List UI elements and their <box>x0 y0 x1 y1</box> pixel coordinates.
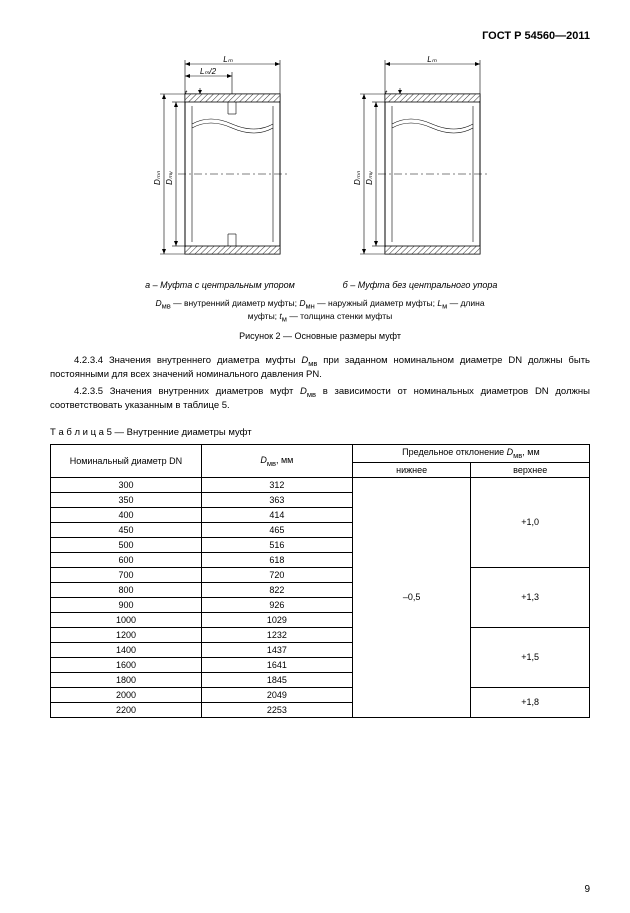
coupling-a-drawing: Lₘ Lₘ/2 tₘ <box>140 54 300 274</box>
cell-upper: +1,3 <box>471 567 590 627</box>
th-dev: Предельное отклонение Dмв, мм <box>352 445 589 463</box>
svg-text:Dₘₙ: Dₘₙ <box>353 170 362 185</box>
cell-dmv: 1641 <box>201 657 352 672</box>
cell-dmv: 312 <box>201 477 352 492</box>
cell-dmv: 1029 <box>201 612 352 627</box>
svg-text:Dₘᵥ: Dₘᵥ <box>365 171 374 185</box>
coupling-b-drawing: Lₘ tₘ <box>340 54 500 274</box>
figures-row: Lₘ Lₘ/2 tₘ <box>50 54 590 290</box>
cell-dn: 1600 <box>51 657 202 672</box>
cell-upper: +1,0 <box>471 477 590 567</box>
cell-dn: 300 <box>51 477 202 492</box>
figure-legend: Dмв — внутренний диаметр муфты; Dмн — на… <box>50 298 590 323</box>
cell-dmv: 1845 <box>201 672 352 687</box>
svg-text:Dₘᵥ: Dₘᵥ <box>165 171 174 185</box>
table-row: 300312–0,5+1,0 <box>51 477 590 492</box>
cell-dn: 1800 <box>51 672 202 687</box>
doc-header: ГОСТ Р 54560—2011 <box>50 30 590 42</box>
th-dmv: Dмв, мм <box>201 445 352 478</box>
cell-upper: +1,8 <box>471 687 590 717</box>
table-5: Номинальный диаметр DN Dмв, мм Предельно… <box>50 444 590 718</box>
cell-dn: 350 <box>51 492 202 507</box>
figure-title: Рисунок 2 — Основные размеры муфт <box>50 331 590 341</box>
cell-dn: 1200 <box>51 627 202 642</box>
table-5-title: Т а б л и ц а 5 — Внутренние диаметры му… <box>50 427 590 438</box>
table-row: 700720+1,3 <box>51 567 590 582</box>
cell-dn: 1000 <box>51 612 202 627</box>
cell-dmv: 2253 <box>201 702 352 717</box>
figure-a: Lₘ Lₘ/2 tₘ <box>140 54 300 290</box>
cell-dn: 1400 <box>51 642 202 657</box>
cell-dmv: 516 <box>201 537 352 552</box>
th-upper: верхнее <box>471 462 590 477</box>
table-row: 12001232+1,5 <box>51 627 590 642</box>
figure-a-caption: а – Муфта с центральным упором <box>145 280 295 290</box>
cell-dn: 2200 <box>51 702 202 717</box>
cell-dn: 900 <box>51 597 202 612</box>
svg-text:Lₘ/2: Lₘ/2 <box>200 67 217 76</box>
table-row: 20002049+1,8 <box>51 687 590 702</box>
cell-dn: 700 <box>51 567 202 582</box>
svg-text:Dₘₙ: Dₘₙ <box>153 170 162 185</box>
cell-dmv: 465 <box>201 522 352 537</box>
svg-text:Lₘ: Lₘ <box>427 55 436 64</box>
th-lower: нижнее <box>352 462 471 477</box>
cell-dn: 450 <box>51 522 202 537</box>
cell-dmv: 363 <box>201 492 352 507</box>
th-dn: Номинальный диаметр DN <box>51 445 202 478</box>
cell-lower: –0,5 <box>352 477 471 717</box>
cell-dmv: 414 <box>201 507 352 522</box>
cell-dmv: 1437 <box>201 642 352 657</box>
cell-dmv: 926 <box>201 597 352 612</box>
page: ГОСТ Р 54560—2011 Lₘ <box>0 0 630 913</box>
cell-dn: 800 <box>51 582 202 597</box>
figure-b-caption: б – Муфта без центрального упора <box>343 280 498 290</box>
svg-text:Lₘ: Lₘ <box>223 55 232 64</box>
cell-dmv: 822 <box>201 582 352 597</box>
para-4235: 4.2.3.5 Значения внутренних диаметров му… <box>50 386 590 413</box>
cell-dmv: 618 <box>201 552 352 567</box>
page-number: 9 <box>584 884 590 895</box>
cell-dmv: 1232 <box>201 627 352 642</box>
cell-dn: 600 <box>51 552 202 567</box>
cell-dmv: 2049 <box>201 687 352 702</box>
cell-dmv: 720 <box>201 567 352 582</box>
cell-dn: 500 <box>51 537 202 552</box>
para-4234: 4.2.3.4 Значения внутреннего диаметра му… <box>50 355 590 382</box>
cell-dn: 400 <box>51 507 202 522</box>
figure-b: Lₘ tₘ <box>340 54 500 290</box>
cell-upper: +1,5 <box>471 627 590 687</box>
cell-dn: 2000 <box>51 687 202 702</box>
